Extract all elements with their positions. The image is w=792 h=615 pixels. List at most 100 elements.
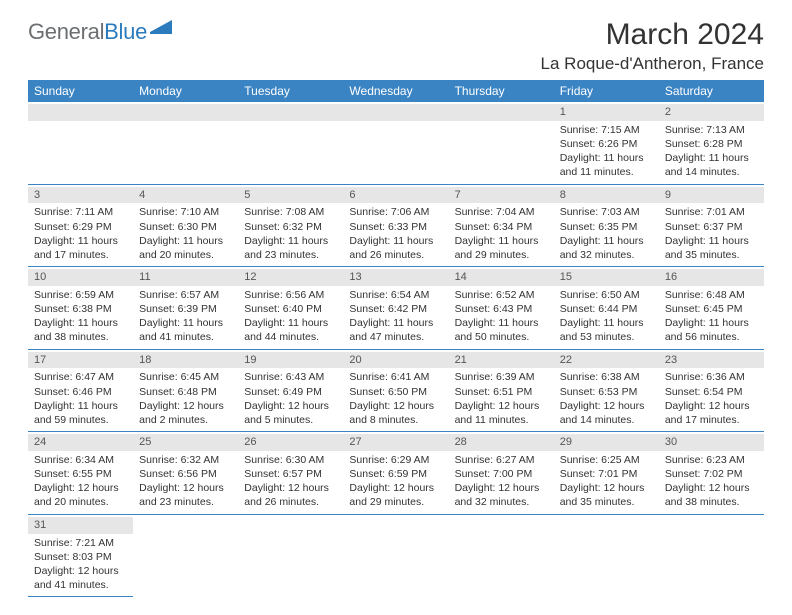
day-detail-line: and 26 minutes. [349, 248, 442, 262]
day-detail-line: Sunrise: 6:56 AM [244, 288, 337, 302]
day-number: 4 [133, 187, 238, 204]
day-detail-line: Sunrise: 7:06 AM [349, 205, 442, 219]
day-number [449, 104, 554, 121]
day-number: 6 [343, 187, 448, 204]
day-detail-line: Sunrise: 6:50 AM [560, 288, 653, 302]
day-detail-line: Sunset: 6:56 PM [139, 467, 232, 481]
logo-flag-icon [150, 18, 176, 36]
day-detail-line: Daylight: 11 hours [665, 234, 758, 248]
day-detail-line: and 59 minutes. [34, 413, 127, 427]
day-detail-line: Daylight: 12 hours [349, 481, 442, 495]
day-detail-line: Daylight: 11 hours [34, 316, 127, 330]
calendar-day-cell: 30Sunrise: 6:23 AMSunset: 7:02 PMDayligh… [659, 432, 764, 515]
day-detail-line: Daylight: 11 hours [349, 234, 442, 248]
day-detail-line: Daylight: 12 hours [139, 481, 232, 495]
calendar-day-cell: 14Sunrise: 6:52 AMSunset: 6:43 PMDayligh… [449, 267, 554, 350]
calendar-day-cell: 20Sunrise: 6:41 AMSunset: 6:50 PMDayligh… [343, 349, 448, 432]
calendar-body: 1Sunrise: 7:15 AMSunset: 6:26 PMDaylight… [28, 102, 764, 597]
day-number: 14 [449, 269, 554, 286]
calendar-day-cell [449, 102, 554, 184]
calendar-day-cell: 8Sunrise: 7:03 AMSunset: 6:35 PMDaylight… [554, 184, 659, 267]
day-detail-line: Sunset: 8:03 PM [34, 550, 127, 564]
day-number: 17 [28, 352, 133, 369]
location-label: La Roque-d'Antheron, France [541, 54, 764, 74]
day-detail-line: Sunrise: 6:57 AM [139, 288, 232, 302]
day-detail-line: Sunrise: 6:39 AM [455, 370, 548, 384]
day-detail-line: Daylight: 12 hours [244, 399, 337, 413]
day-detail-line: and 53 minutes. [560, 330, 653, 344]
day-detail-line: Sunset: 6:49 PM [244, 385, 337, 399]
calendar-week-row: 31Sunrise: 7:21 AMSunset: 8:03 PMDayligh… [28, 514, 764, 597]
day-detail-line: and 20 minutes. [34, 495, 127, 509]
logo: GeneralBlue [28, 18, 176, 46]
day-detail-line: Sunrise: 7:10 AM [139, 205, 232, 219]
calendar-day-cell: 5Sunrise: 7:08 AMSunset: 6:32 PMDaylight… [238, 184, 343, 267]
weekday-header: Tuesday [238, 80, 343, 102]
day-number: 29 [554, 434, 659, 451]
calendar-day-cell: 25Sunrise: 6:32 AMSunset: 6:56 PMDayligh… [133, 432, 238, 515]
day-detail-line: and 50 minutes. [455, 330, 548, 344]
day-detail-line: and 29 minutes. [349, 495, 442, 509]
day-detail-line: Daylight: 11 hours [455, 316, 548, 330]
calendar-day-cell: 15Sunrise: 6:50 AMSunset: 6:44 PMDayligh… [554, 267, 659, 350]
day-number [659, 517, 764, 534]
day-detail-line: Daylight: 12 hours [665, 481, 758, 495]
day-detail-line: and 56 minutes. [665, 330, 758, 344]
day-detail-line: Sunrise: 7:11 AM [34, 205, 127, 219]
day-number: 24 [28, 434, 133, 451]
day-detail-line: Sunset: 6:55 PM [34, 467, 127, 481]
day-number: 9 [659, 187, 764, 204]
weekday-header: Monday [133, 80, 238, 102]
weekday-header: Thursday [449, 80, 554, 102]
day-detail-line: Sunset: 6:43 PM [455, 302, 548, 316]
day-detail-line: and 5 minutes. [244, 413, 337, 427]
calendar-day-cell: 12Sunrise: 6:56 AMSunset: 6:40 PMDayligh… [238, 267, 343, 350]
day-number: 13 [343, 269, 448, 286]
day-detail-line: and 44 minutes. [244, 330, 337, 344]
day-detail-line: Daylight: 12 hours [349, 399, 442, 413]
day-detail-line: Sunset: 6:50 PM [349, 385, 442, 399]
day-number: 25 [133, 434, 238, 451]
day-detail-line: Sunrise: 7:15 AM [560, 123, 653, 137]
day-number: 31 [28, 517, 133, 534]
calendar-table: Sunday Monday Tuesday Wednesday Thursday… [28, 80, 764, 597]
calendar-week-row: 1Sunrise: 7:15 AMSunset: 6:26 PMDaylight… [28, 102, 764, 184]
day-detail-line: Sunrise: 6:41 AM [349, 370, 442, 384]
day-number: 10 [28, 269, 133, 286]
calendar-day-cell: 13Sunrise: 6:54 AMSunset: 6:42 PMDayligh… [343, 267, 448, 350]
day-detail-line: Daylight: 12 hours [244, 481, 337, 495]
calendar-day-cell [238, 514, 343, 597]
day-number: 15 [554, 269, 659, 286]
day-detail-line: Daylight: 12 hours [455, 399, 548, 413]
day-number: 5 [238, 187, 343, 204]
day-detail-line: Sunrise: 6:36 AM [665, 370, 758, 384]
calendar-day-cell: 21Sunrise: 6:39 AMSunset: 6:51 PMDayligh… [449, 349, 554, 432]
day-detail-line: Sunset: 6:37 PM [665, 220, 758, 234]
calendar-week-row: 10Sunrise: 6:59 AMSunset: 6:38 PMDayligh… [28, 267, 764, 350]
day-detail-line: and 23 minutes. [139, 495, 232, 509]
day-detail-line: Daylight: 11 hours [244, 234, 337, 248]
logo-primary: General [28, 19, 104, 45]
day-number: 7 [449, 187, 554, 204]
day-detail-line: Sunset: 6:29 PM [34, 220, 127, 234]
day-detail-line: Daylight: 12 hours [34, 481, 127, 495]
day-detail-line: Sunrise: 6:34 AM [34, 453, 127, 467]
day-detail-line: Sunrise: 7:08 AM [244, 205, 337, 219]
day-detail-line: Sunset: 7:01 PM [560, 467, 653, 481]
day-detail-line: Sunset: 6:45 PM [665, 302, 758, 316]
header: GeneralBlue March 2024 La Roque-d'Anther… [28, 18, 764, 74]
day-detail-line: Sunrise: 6:30 AM [244, 453, 337, 467]
calendar-day-cell: 2Sunrise: 7:13 AMSunset: 6:28 PMDaylight… [659, 102, 764, 184]
weekday-header: Saturday [659, 80, 764, 102]
calendar-day-cell [28, 102, 133, 184]
day-detail-line: Sunrise: 7:03 AM [560, 205, 653, 219]
day-detail-line: Sunset: 6:32 PM [244, 220, 337, 234]
day-number: 26 [238, 434, 343, 451]
day-number: 20 [343, 352, 448, 369]
day-detail-line: and 2 minutes. [139, 413, 232, 427]
day-number: 18 [133, 352, 238, 369]
day-detail-line: Daylight: 11 hours [665, 316, 758, 330]
calendar-day-cell: 27Sunrise: 6:29 AMSunset: 6:59 PMDayligh… [343, 432, 448, 515]
calendar-day-cell: 28Sunrise: 6:27 AMSunset: 7:00 PMDayligh… [449, 432, 554, 515]
day-number: 8 [554, 187, 659, 204]
